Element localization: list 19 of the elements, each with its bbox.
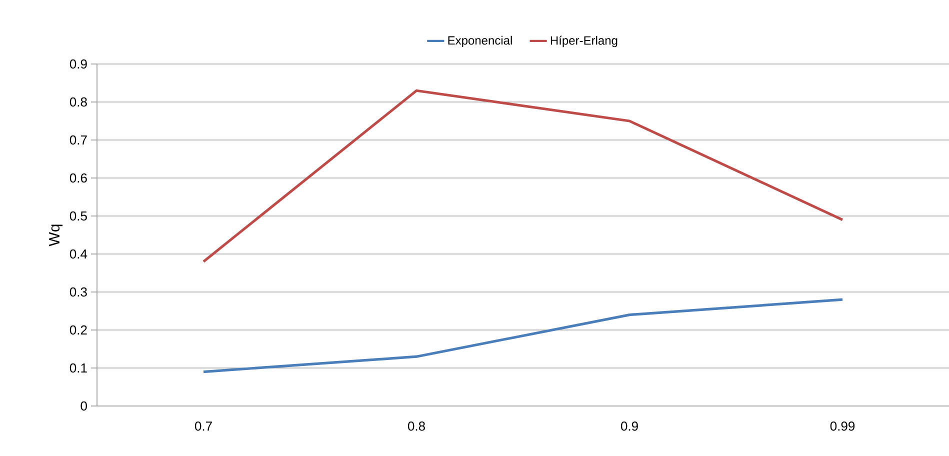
- x-tick-label: 0.9: [620, 422, 638, 431]
- x-tick-label: 0.7: [194, 422, 212, 431]
- y-tick-label: 0.1: [70, 363, 87, 373]
- y-tick-label: 0: [80, 401, 87, 411]
- y-tick-label: 0.7: [70, 135, 87, 145]
- x-tick-label: 0.99: [830, 422, 855, 431]
- line-series: [202, 89, 844, 263]
- line-series: [202, 298, 844, 374]
- legend-label: Híper-Erlang: [550, 36, 618, 48]
- y-tick-label: 0.4: [70, 249, 88, 259]
- y-tick-label: 0.2: [70, 325, 87, 335]
- y-axis-title: Wq: [49, 224, 63, 246]
- y-tick-label: 0.6: [70, 173, 87, 183]
- y-tick-label: 0.9: [70, 59, 87, 69]
- y-tick-label: 0.3: [70, 287, 87, 297]
- y-tick-label: 0.5: [70, 211, 87, 221]
- legend-label: Exponencial: [448, 36, 512, 48]
- y-tick-label: 0.8: [70, 97, 87, 107]
- x-tick-label: 0.8: [408, 422, 425, 431]
